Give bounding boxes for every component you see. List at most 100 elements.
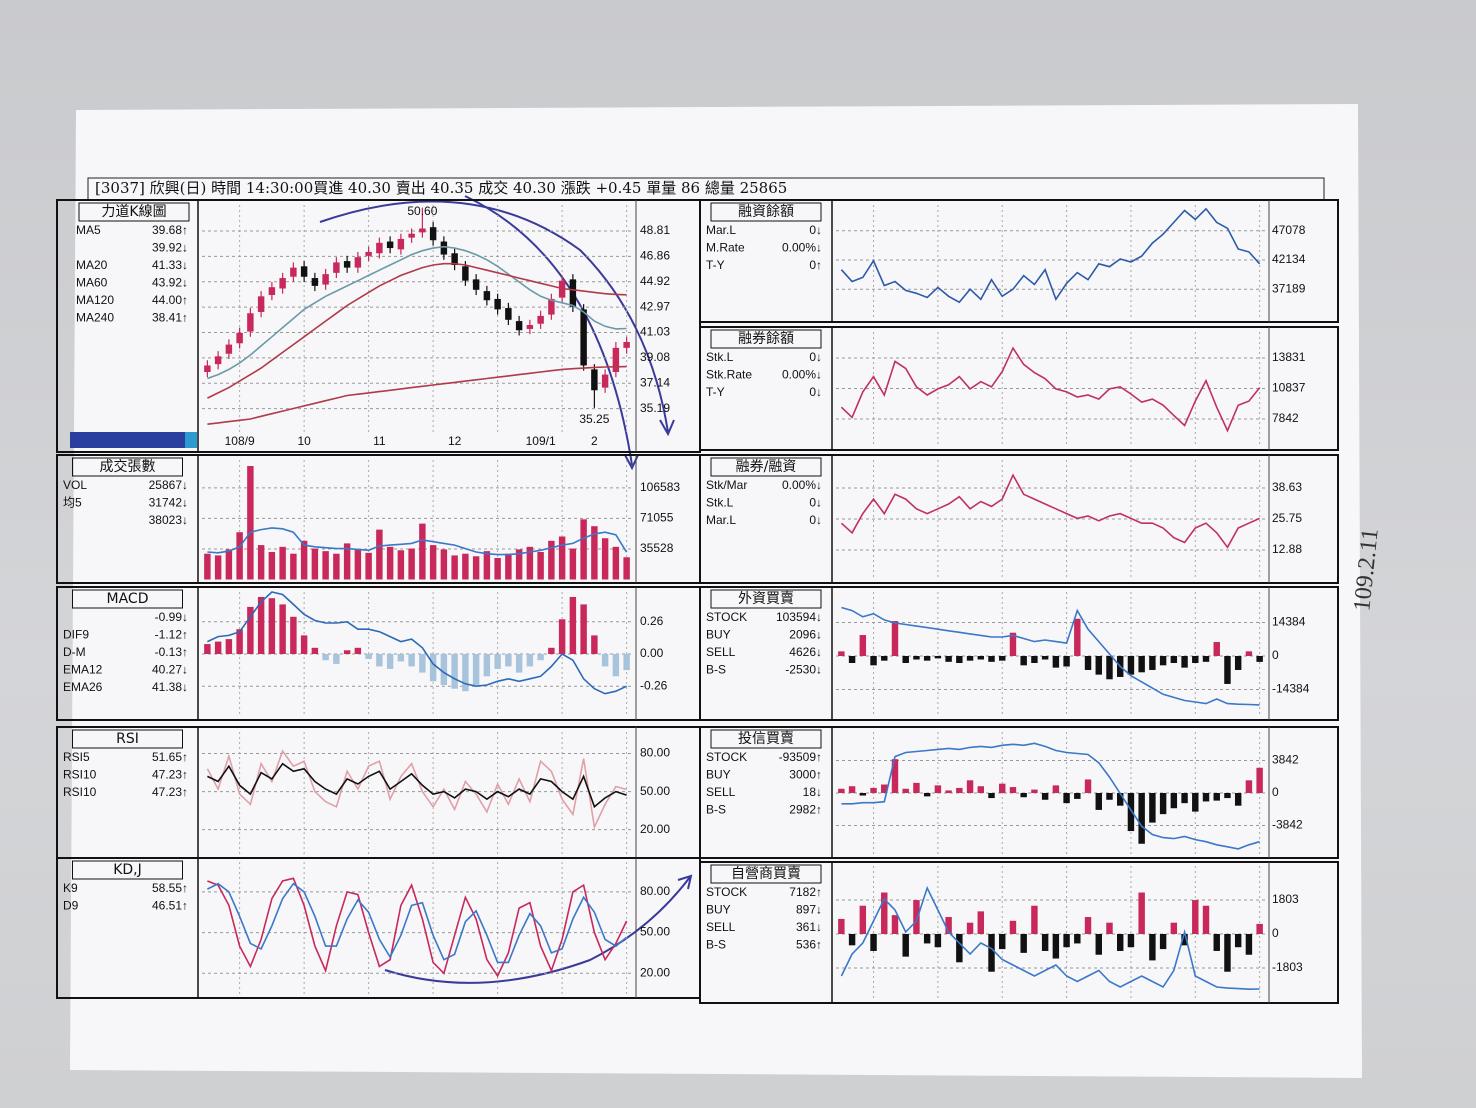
bar <box>1074 618 1081 657</box>
bar <box>472 654 480 685</box>
legend-value: 43.92↓ <box>152 276 188 290</box>
bar <box>1074 933 1081 944</box>
bar <box>956 933 963 963</box>
panel-title: 力道K線圖 <box>101 204 166 220</box>
y-tick-label: 48.81 <box>640 223 670 237</box>
bar <box>247 466 254 580</box>
bar <box>505 553 512 580</box>
bar <box>505 654 512 667</box>
bar <box>204 644 211 654</box>
line <box>207 527 628 556</box>
candle-body <box>569 279 577 307</box>
legend-name: MA60 <box>76 276 108 290</box>
legend-name: SELL <box>706 920 736 934</box>
bar <box>279 546 286 580</box>
bar <box>376 529 383 580</box>
bar <box>526 654 534 667</box>
bar <box>1009 632 1017 657</box>
legend-name: DIF9 <box>63 628 89 642</box>
bar <box>1020 656 1027 666</box>
panel: 自營商買賣 STOCK 7182↑ BUY 897↓ SELL 361↓ B-S 536↑ 180… <box>699 861 1339 1004</box>
legend-value: 2982↑ <box>789 803 822 817</box>
hand-arc <box>319 200 669 433</box>
bar <box>290 616 297 654</box>
bar <box>859 792 867 796</box>
bar <box>343 650 351 654</box>
bar <box>999 656 1006 661</box>
title-box <box>710 589 822 609</box>
bar <box>214 555 222 580</box>
legend-value: 41.38↓ <box>152 680 188 694</box>
bar <box>247 606 254 654</box>
bar <box>1224 656 1231 684</box>
bar <box>515 654 523 673</box>
y-tick-label: 41.03 <box>640 325 670 339</box>
legend-name: Stk.L <box>706 350 734 364</box>
legend-value: -93509↑ <box>779 750 822 764</box>
legend-value: 0.00%↓ <box>782 478 822 492</box>
candle-body <box>311 278 319 286</box>
bar <box>1009 787 1017 793</box>
y-tick-label: 3842 <box>1272 753 1299 767</box>
bar <box>881 784 888 793</box>
bar <box>1095 933 1102 955</box>
legend-name: STOCK <box>706 750 747 764</box>
y-tick-label: 0.26 <box>640 614 664 628</box>
panel: 投信買賣 STOCK -93509↑ BUY 3000↑ SELL 18↓ B-S 2982↑ 3… <box>699 726 1339 859</box>
line <box>207 877 628 978</box>
bar <box>870 656 877 666</box>
bar <box>1041 656 1049 660</box>
title-box <box>72 589 183 609</box>
bar <box>1138 656 1145 673</box>
candle-body <box>591 369 598 391</box>
bar <box>483 654 491 677</box>
y-tick-label: 37189 <box>1272 281 1306 295</box>
candle-body <box>204 365 211 372</box>
x-tick-label: 109/1 <box>526 434 556 448</box>
candle-body <box>408 233 415 238</box>
bar <box>859 635 867 657</box>
bar <box>1159 656 1167 666</box>
bar <box>548 647 555 654</box>
bar <box>1234 656 1242 670</box>
y-tick-label: 20.00 <box>640 965 670 979</box>
bar <box>913 900 920 934</box>
title-box <box>710 864 822 884</box>
bar <box>902 788 909 793</box>
legend-value: 0↓ <box>809 223 822 237</box>
hand-arrow <box>659 419 675 437</box>
candle-body <box>623 341 630 348</box>
bar <box>1192 900 1199 934</box>
bar <box>300 635 308 654</box>
bar <box>214 641 222 654</box>
x-tick-label: 11 <box>373 434 386 448</box>
y-tick-label: 0.00 <box>640 646 664 660</box>
legend-name: BUY <box>706 628 731 642</box>
bar <box>494 654 501 669</box>
bar <box>1149 933 1156 961</box>
bar <box>397 550 405 580</box>
bar <box>891 759 899 793</box>
y-tick-label: 0 <box>1272 648 1279 662</box>
title-box <box>72 729 183 749</box>
legend-value: 2096↓ <box>789 628 822 642</box>
candle-body <box>236 332 243 344</box>
line <box>206 749 627 830</box>
candle-body <box>537 315 544 324</box>
bar <box>902 933 909 957</box>
line <box>841 742 1260 850</box>
paper <box>70 104 1362 1078</box>
bar <box>848 656 856 663</box>
bar <box>859 905 867 934</box>
legend-name: T-Y <box>706 258 725 272</box>
y-tick-label: 37.14 <box>640 375 670 389</box>
candle-body <box>257 296 265 312</box>
candle-body <box>247 313 254 332</box>
bar <box>483 551 491 580</box>
bar <box>1127 933 1135 948</box>
bar <box>945 917 952 934</box>
legend-value: -0.13↑ <box>155 645 188 659</box>
bar <box>612 654 620 677</box>
legend-name: BUY <box>706 903 731 917</box>
bar <box>1245 651 1253 657</box>
